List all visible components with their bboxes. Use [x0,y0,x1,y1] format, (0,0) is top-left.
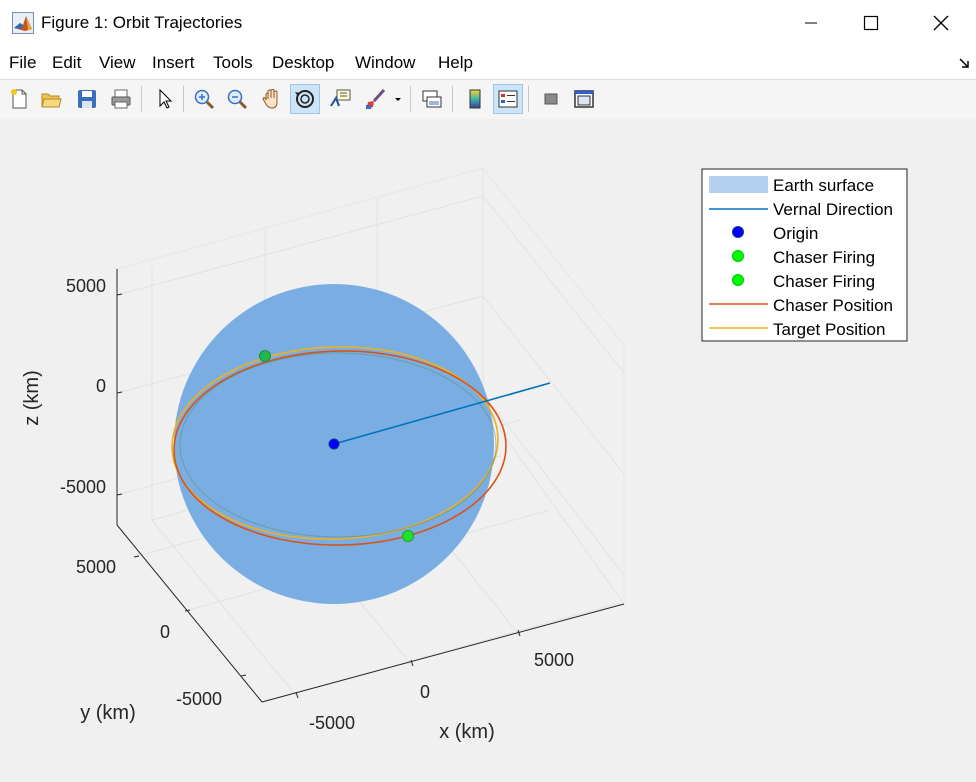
legend-swatch-earth [709,176,768,193]
title-bar: Figure 1: Orbit Trajectories [0,0,976,46]
close-button[interactable] [918,0,964,46]
data-tip-icon [330,89,351,107]
axis-lines [116,269,625,703]
legend-swatch-firing-2 [732,274,744,286]
menu-desktop[interactable]: Desktop [272,53,335,72]
figure-canvas[interactable]: 5000 0 -5000 5000 0 -5000 -5000 0 5000 z… [0,119,976,777]
hand-icon [262,88,278,109]
x-tick-neg5000: -5000 [309,713,355,733]
printer-icon [111,89,131,109]
link-plot-icon [422,90,442,108]
show-plot-tools-icon [574,90,594,108]
legend-label-target: Target Position [773,320,885,339]
origin-marker [328,438,340,450]
legend-swatch-origin [732,226,744,238]
orbit-axes[interactable]: 5000 0 -5000 5000 0 -5000 -5000 0 5000 z… [0,119,976,777]
pointer-icon [159,88,173,109]
figure-toolbar [0,79,976,120]
save-icon [78,90,96,108]
legend-icon [498,90,518,108]
zoom-out-icon [227,89,248,110]
legend-label-vernal: Vernal Direction [773,200,893,219]
z-tick-neg5000: -5000 [60,477,106,497]
dock-figure-icon[interactable] [958,56,970,74]
z-axis-label: z (km) [21,370,43,426]
menu-insert[interactable]: Insert [152,53,195,72]
legend-swatch-firing-1 [732,250,744,262]
colorbar-icon [469,89,481,109]
menu-bar: File Edit View Insert Tools Desktop Wind… [0,46,976,79]
rotate-3d-icon [295,90,314,108]
close-icon [933,15,949,31]
x-tick-0: 0 [420,682,430,702]
hide-plot-tools-button[interactable] [536,84,566,114]
brush-dropdown[interactable] [390,84,406,114]
menu-help[interactable]: Help [438,53,473,72]
legend-label-origin: Origin [773,224,818,243]
legend[interactable]: Earth surface Vernal Direction Origin Ch… [701,168,908,342]
chaser-orbit [173,350,507,546]
minimize-button[interactable] [788,0,834,46]
x-tick-5000: 5000 [534,650,574,670]
target-orbit [171,346,499,540]
chevron-down-icon [395,98,401,101]
y-tick-neg5000: -5000 [176,689,222,709]
maximize-button[interactable] [848,0,894,46]
folder-open-icon [41,93,62,108]
open-file-button[interactable] [36,84,66,114]
pan-button[interactable] [257,84,287,114]
y-axis-label: y (km) [80,702,136,724]
new-file-icon [11,89,27,109]
link-plot-button[interactable] [417,84,447,114]
menu-window[interactable]: Window [355,53,416,72]
rotate-3d-button[interactable] [290,84,320,114]
y-tick-5000: 5000 [76,557,116,577]
save-button[interactable] [72,84,102,114]
window-title: Figure 1: Orbit Trajectories [41,13,243,32]
insert-colorbar-button[interactable] [460,84,490,114]
edit-plot-button[interactable] [150,84,180,114]
orbit-back-shade [179,352,497,538]
maximize-icon [863,15,879,31]
legend-label-chaser: Chaser Position [773,296,893,315]
matlab-icon[interactable] [12,12,34,34]
brush-icon [366,88,386,109]
brush-button[interactable] [360,84,390,114]
hide-plot-tools-icon [544,93,558,105]
menu-tools[interactable]: Tools [213,53,253,72]
insert-legend-button[interactable] [493,84,523,114]
data-cursor-button[interactable] [325,84,355,114]
vernal-direction-line [333,382,551,445]
legend-label-firing-2: Chaser Firing [773,272,875,291]
new-figure-button[interactable] [4,84,34,114]
minimize-icon [805,22,817,24]
menu-file[interactable]: File [9,53,37,72]
zoom-in-button[interactable] [189,84,219,114]
y-tick-0: 0 [160,622,170,642]
chaser-firing-marker-2 [402,530,414,542]
zoom-in-icon [194,89,215,110]
zoom-out-button[interactable] [222,84,252,114]
menu-view[interactable]: View [99,53,136,72]
legend-label-firing-1: Chaser Firing [773,248,875,267]
z-tick-0: 0 [96,376,106,396]
x-axis-label: x (km) [439,721,495,743]
z-tick-5000: 5000 [66,276,106,296]
chaser-firing-marker-1 [259,350,271,362]
menu-edit[interactable]: Edit [52,53,82,72]
show-plot-tools-button[interactable] [569,84,599,114]
legend-label-earth: Earth surface [773,176,874,195]
print-button[interactable] [106,84,136,114]
